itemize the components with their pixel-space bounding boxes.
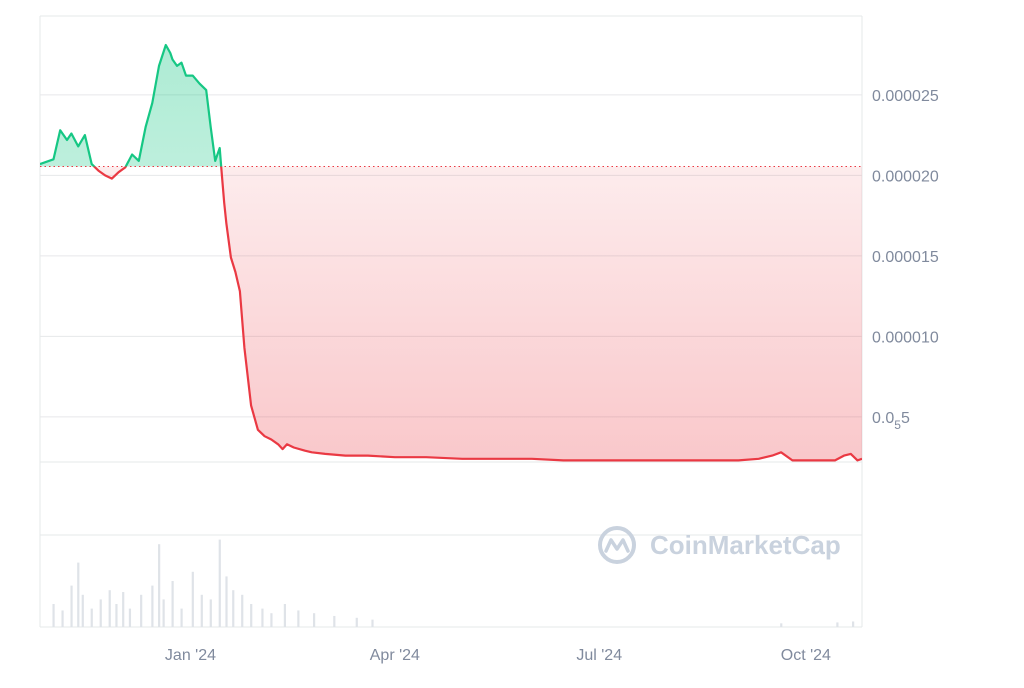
y-tick-label: 0.000020 [872,168,939,185]
price-line [40,43,862,462]
x-tick-label: Jan '24 [165,647,216,664]
volume-bar [232,590,235,627]
volume-bar [122,592,125,627]
x-axis-ticks: Jan '24 Apr '24 Jul '24 Oct '24 [165,647,831,664]
volume-bar [128,608,132,627]
volume-bar [333,615,336,627]
volume-bar [99,599,102,627]
volume-bar [52,604,55,627]
price-line-down [92,166,862,462]
volume-bar [270,613,273,627]
volume-bar [261,608,264,627]
watermark-text: CoinMarketCap [650,530,841,560]
volume-bar [283,604,287,627]
volume-bar [371,619,374,627]
volume-bar [162,599,165,627]
volume-bar [108,590,111,627]
volume-bar [852,621,855,627]
volume-bar [355,617,358,627]
y-tick-label: 0.055 [872,410,910,432]
y-tick-label: 0.000025 [872,88,939,105]
volume-bar [77,562,80,627]
volume-bar [297,610,300,627]
volume-bar [115,604,118,627]
volume-bar [225,576,228,627]
y-tick-label: 0.000010 [872,329,939,346]
x-tick-label: Oct '24 [781,647,831,664]
x-tick-label: Apr '24 [370,647,420,664]
volume-bar [140,594,143,627]
volume-bar [180,608,183,627]
y-axis-ticks: 0.000025 0.000020 0.000015 0.000010 0.055 [872,88,939,432]
price-area [40,45,862,461]
x-tick-label: Jul '24 [576,647,622,664]
volume-bar [313,613,316,627]
volume-bar [81,594,84,627]
area-below-baseline [94,166,862,461]
volume-bar [209,599,212,627]
volume-bar [200,594,203,627]
volume-bar [241,594,244,627]
y-tick-label: 0.000015 [872,249,939,266]
volume-bar [250,604,253,627]
area-above-baseline [40,45,862,167]
volume-bar [218,539,221,627]
volume-bar [171,581,174,627]
volume-bar [158,544,161,627]
volume-bar [836,622,839,627]
volume-bar [780,623,783,627]
coinmarketcap-logo-icon [598,526,636,564]
volume-bar [70,585,73,627]
volume-bar [61,610,64,627]
volume-bar [191,571,194,627]
volume-bar [90,608,93,627]
volume-bars [52,539,855,627]
volume-bar [151,585,154,627]
watermark: CoinMarketCap [598,526,841,564]
